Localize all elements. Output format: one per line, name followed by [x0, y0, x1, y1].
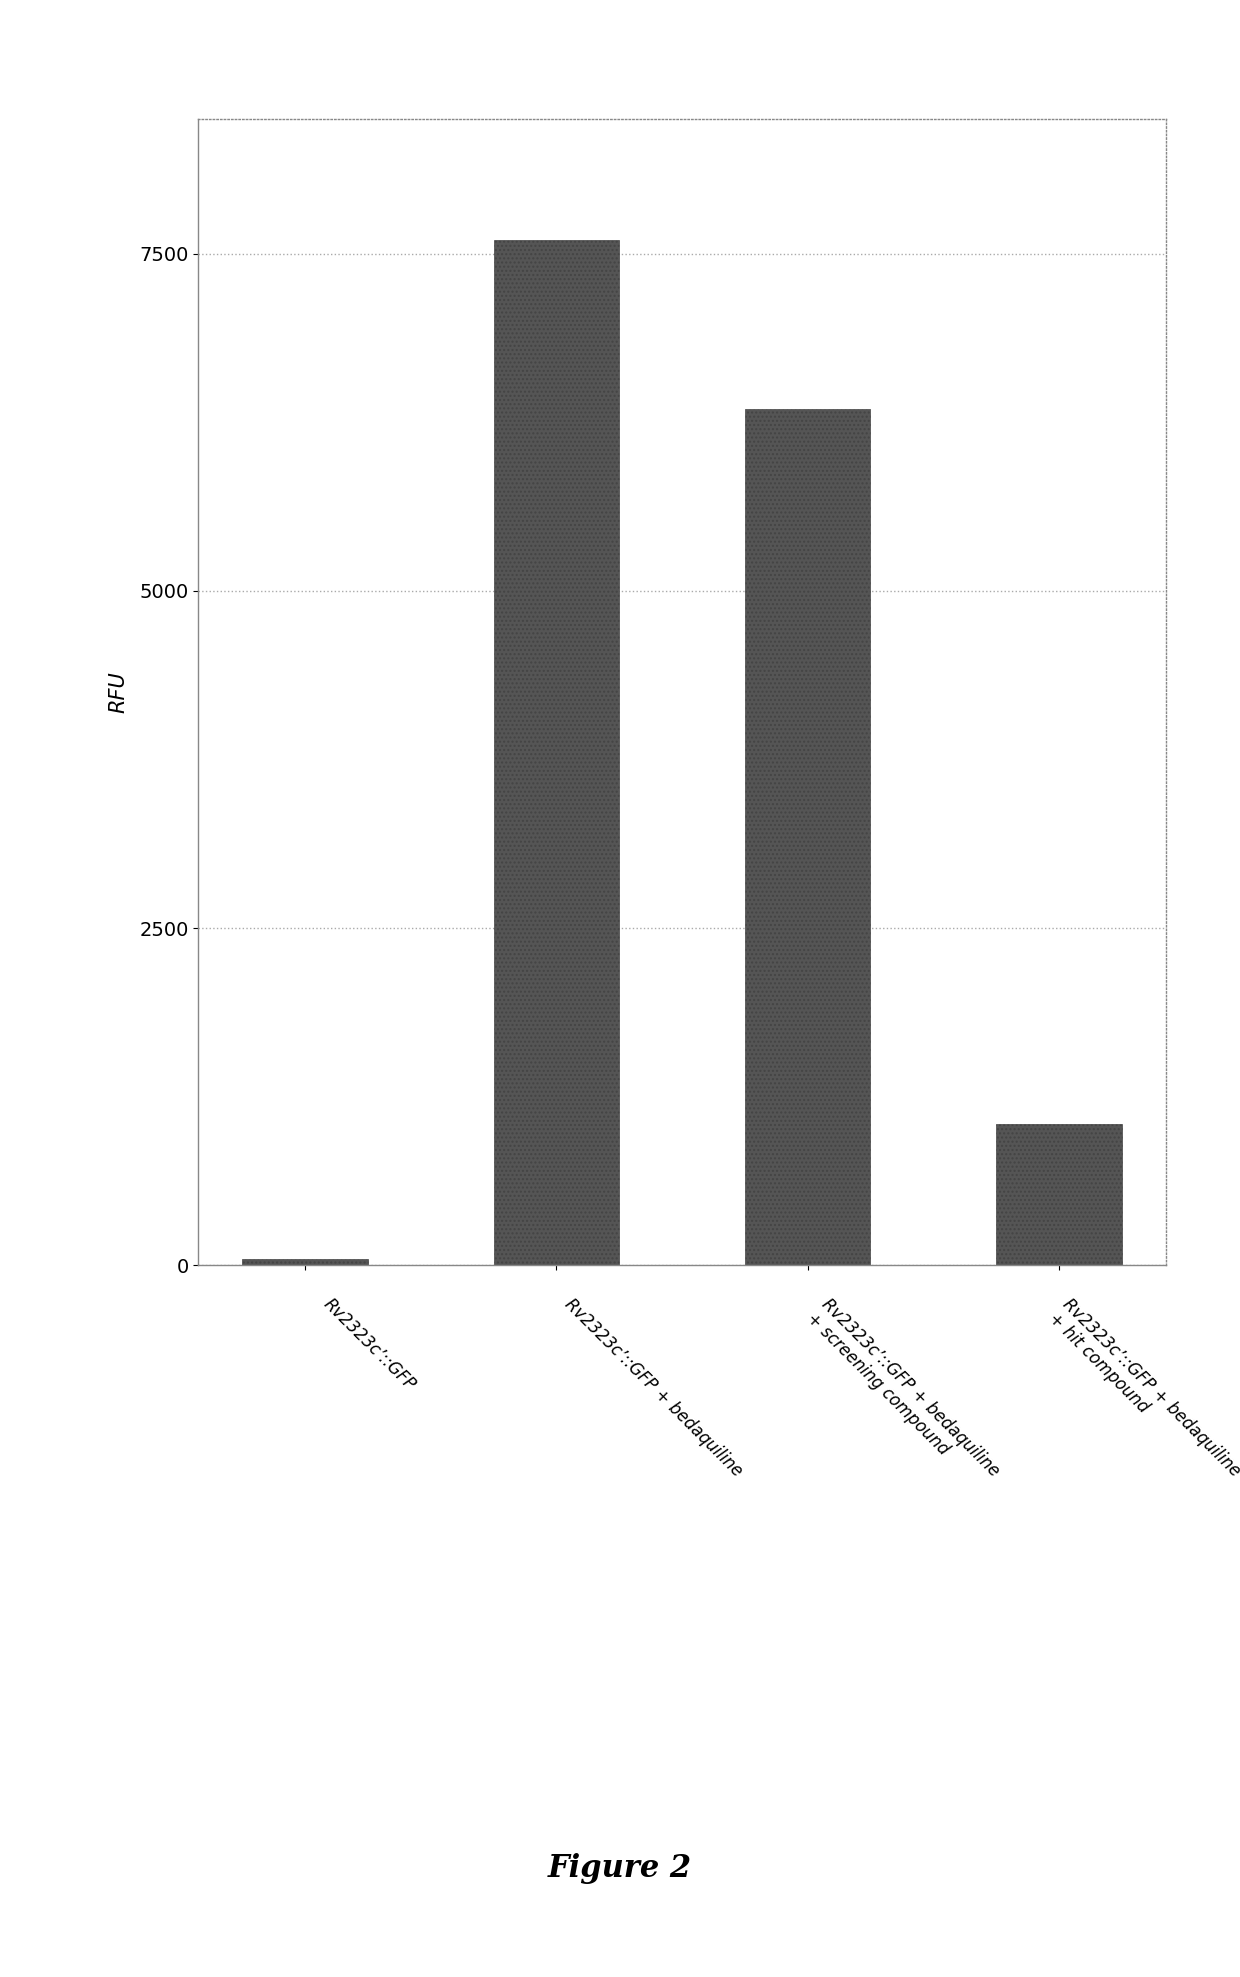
Text: Rv2323c’::GFP: Rv2323c’::GFP [320, 1295, 418, 1394]
Text: Figure 2: Figure 2 [548, 1852, 692, 1884]
Text: Rv2323c’::GFP + bedaquiline
+ screening compound: Rv2323c’::GFP + bedaquiline + screening … [804, 1295, 1002, 1495]
Bar [745, 409, 870, 1265]
Bar [996, 1123, 1122, 1265]
Text: Rv2323c’::GFP + bedaquiline: Rv2323c’::GFP + bedaquiline [560, 1295, 746, 1481]
Bar [242, 1259, 368, 1265]
Text: Rv2323c’::GFP + bedaquiline
+ hit compound: Rv2323c’::GFP + bedaquiline + hit compou… [1044, 1295, 1240, 1495]
Bar [494, 239, 619, 1265]
Y-axis label: RFU: RFU [108, 670, 128, 714]
